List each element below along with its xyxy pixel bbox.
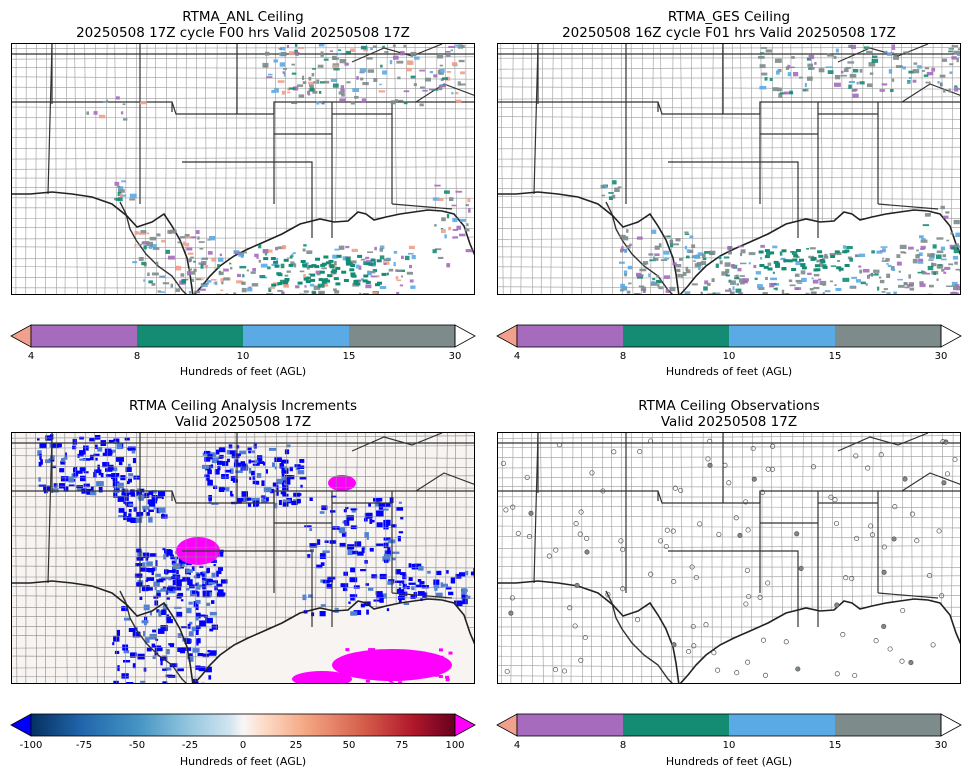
title-line-2: Valid 20250508 17Z [174,414,312,430]
colorbar-over-extension [454,713,476,737]
map-anl-svg [12,44,474,294]
coastline [12,580,474,683]
colorbar-obs-svg [496,713,962,737]
map-panel-anl[interactable] [11,43,475,295]
colorbar-inc [10,713,476,737]
colorbar-tick-label: 10 [236,351,250,362]
positive-blob [328,475,356,491]
colorbar-over-extension [454,324,476,348]
coastline [12,191,474,294]
colorbar-label-inc: Hundreds of feet (AGL) [179,755,307,768]
colorbar-label-anl: Hundreds of feet (AGL) [179,365,307,378]
map-panel-obs[interactable] [497,432,961,684]
colorbar-over-extension [940,324,962,348]
border-line [119,201,187,294]
title-line-1: RTMA_ANL Ceiling [182,9,304,25]
border-line [605,201,673,294]
colorbar-over-extension [940,713,962,737]
panel-title-ges: RTMA_GES Ceiling 20250508 16Z cycle F01 … [497,9,961,41]
colorbar-gradient [30,713,456,737]
colorbar-tick-label: 100 [445,740,465,751]
county-lines [498,433,960,683]
colorbar-tick-label: 4 [513,351,521,362]
colorbar-label-obs: Hundreds of feet (AGL) [665,755,793,768]
colorbar-under-extension [496,324,518,348]
colorbar-segment [729,325,835,347]
observation-stations [500,438,958,679]
teal-band [758,249,850,272]
colorbar-tick-label: 15 [828,351,842,362]
panel-title-anl: RTMA_ANL Ceiling 20250508 17Z cycle F00 … [11,9,475,41]
panel-title-inc: RTMA Ceiling Analysis Increments Valid 2… [11,398,475,430]
map-obs-svg [498,433,960,683]
colorbar-tick-label: 30 [934,740,948,751]
colorbar-anl-svg [10,324,476,348]
ceiling-analysis-fill [86,44,473,294]
colorbar-tick-label: 30 [448,351,462,362]
colorbar-tick-label: 4 [513,740,521,751]
colorbar-segment [243,325,349,347]
colorbar-ges-svg [496,324,962,348]
colorbar-segment [835,714,941,736]
ceiling-guess-fill [600,44,960,294]
map-ges-svg [498,44,960,294]
state-boundaries [498,433,960,627]
colorbar-tick-label: 0 [239,740,247,751]
colorbar-tick-label: 50 [342,740,356,751]
panel-title-obs: RTMA Ceiling Observations Valid 20250508… [497,398,961,430]
colorbar-tick-label: 75 [395,740,409,751]
title-line-1: RTMA_GES Ceiling [667,9,791,25]
colorbar-segment [137,325,243,347]
colorbar-tick-label: -100 [19,740,43,751]
base-map [498,433,960,683]
colorbar-tick-label: 8 [619,740,627,751]
colorbar-inc-svg [10,713,476,737]
colorbar-label-ges: Hundreds of feet (AGL) [665,365,793,378]
colorbar-tick-label: 10 [722,740,736,751]
map-panel-inc[interactable] [11,432,475,684]
colorbar-obs [496,713,962,737]
colorbar-tick-label: -25 [181,740,199,751]
colorbar-segment [623,325,729,347]
colorbar-tick-label: 4 [27,351,35,362]
colorbar-tick-label: 15 [828,740,842,751]
state-boundaries [12,433,474,627]
state-boundaries [498,44,960,238]
colorbar-under-extension [496,713,518,737]
colorbar-ges [496,324,962,348]
colorbar-segment [517,714,623,736]
colorbar-segment [349,325,455,347]
map-inc-svg [12,433,474,683]
colorbar-tick-label: -75 [75,740,93,751]
colorbar-under-extension [10,324,32,348]
border-line [605,590,673,683]
colorbar-segment [835,325,941,347]
title-line-2: Valid 20250508 17Z [660,414,798,430]
title-line-1: RTMA Ceiling Analysis Increments [129,398,357,414]
colorbar-tick-label: 30 [934,351,948,362]
positive-blob [292,671,352,683]
colorbar-tick-label: 8 [133,351,141,362]
colorbar-tick-label: 25 [289,740,303,751]
map-panel-ges[interactable] [497,43,961,295]
coastline [498,191,960,294]
colorbar-under-extension [10,713,32,737]
title-line-1: RTMA Ceiling Observations [638,398,820,414]
colorbar-segment [31,325,137,347]
colorbar-segment [729,714,835,736]
colorbar-tick-label: 10 [722,351,736,362]
colorbar-segment [517,325,623,347]
colorbar-anl [10,324,476,348]
title-line-2: 20250508 17Z cycle F00 hrs Valid 2025050… [76,25,410,41]
teal-band [263,254,387,287]
border-line [119,590,187,683]
colorbar-segment [623,714,729,736]
base-map [498,44,960,294]
title-line-2: 20250508 16Z cycle F01 hrs Valid 2025050… [562,25,896,41]
coastline [498,580,960,683]
colorbar-tick-label: 8 [619,351,627,362]
colorbar-tick-label: -50 [128,740,146,751]
colorbar-tick-label: 15 [342,351,356,362]
